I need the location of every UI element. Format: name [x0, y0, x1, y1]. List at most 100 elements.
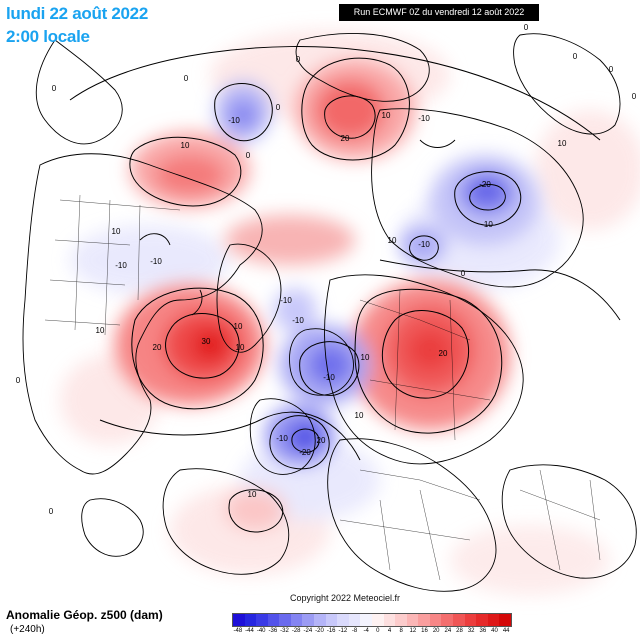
contour-label: 10	[96, 326, 105, 335]
contour-label: 0	[246, 151, 251, 160]
legend-tick-label: 28	[456, 628, 463, 634]
contour-label: 10	[382, 111, 391, 120]
contour-label: 10	[355, 411, 364, 420]
contour-label: 10	[181, 141, 190, 150]
legend-tick-labels: -48 -44 -40 -36 -32 -28 -24 -20 -16 -12 -8 -4 0 4 8 12 1…	[232, 627, 512, 637]
legend-tick-label: -24	[303, 628, 313, 634]
legend-swatch	[429, 614, 442, 626]
legend-tick-label: -12	[338, 628, 348, 634]
legend-swatch	[348, 614, 361, 626]
anomaly-shading	[115, 60, 540, 530]
product-title: Anomalie Géop. z500 (dam)	[6, 608, 163, 622]
contour-label: 10	[248, 490, 257, 499]
contour-label: -10	[323, 373, 335, 382]
contour-label: 20	[317, 436, 326, 445]
legend-tick-label: -8	[351, 628, 358, 634]
color-scale-legend: -48 -44 -40 -36 -32 -28 -24 -20 -16 -12 -8 -4 0 4 8 12 1…	[232, 613, 512, 637]
legend-tick-label: 16	[421, 628, 428, 634]
legend-swatch	[383, 614, 396, 626]
contour-label: 0	[184, 74, 189, 83]
legend-swatch	[267, 614, 280, 626]
legend-swatch	[290, 614, 303, 626]
contour-label: 20	[341, 134, 350, 143]
contour-label: 10	[558, 139, 567, 148]
legend-swatch	[360, 614, 372, 626]
anomaly-contours	[69, 46, 621, 533]
borders	[44, 194, 601, 581]
legend-tick-label: -16	[326, 628, 336, 634]
copyright-notice: Copyright 2022 Meteociel.fr	[290, 593, 401, 603]
legend-tick-label: -28	[291, 628, 301, 634]
legend-tick-label: -20	[315, 628, 324, 634]
contour-label: 10	[361, 353, 370, 362]
contour-label: -10	[418, 240, 430, 249]
coastlines	[22, 32, 637, 592]
legend-swatch	[244, 614, 257, 626]
legend-tick-label: -36	[268, 628, 278, 634]
legend-swatch	[337, 614, 349, 626]
legend-tick-label: -4	[363, 628, 369, 634]
contour-label: -10	[115, 261, 127, 270]
legend-swatch	[256, 614, 268, 626]
contour-label: -10	[150, 257, 162, 266]
contour-label: 0	[52, 84, 57, 93]
legend-swatch	[395, 614, 407, 626]
legend-swatch	[441, 614, 453, 626]
contour-label: -20	[299, 448, 311, 457]
legend-tick-label: 12	[409, 628, 417, 634]
legend-swatch	[371, 614, 384, 626]
legend-swatch	[233, 614, 245, 626]
contour-label: 10	[112, 227, 121, 236]
contour-label: 10	[234, 322, 243, 331]
contour-labels: 0 0 0 0 0 0 0 0 0 0 0 0 10 10 -10 20 -10…	[16, 23, 637, 516]
legend-swatch	[325, 614, 338, 626]
legend-tick-label: 8	[399, 628, 403, 634]
contour-label: -10	[481, 220, 493, 229]
legend-swatch	[406, 614, 419, 626]
contour-label: -10	[228, 116, 240, 125]
legend-tick-label: -44	[245, 628, 254, 634]
contour-label: 20	[439, 349, 448, 358]
legend-tick-label: 20	[432, 628, 440, 634]
contour-label: 0	[296, 55, 301, 64]
legend-swatch	[464, 614, 477, 626]
legend-swatch	[279, 614, 291, 626]
lead-time: (+240h)	[10, 624, 45, 635]
legend-swatch	[418, 614, 430, 626]
legend-tick-label: 0	[376, 628, 380, 634]
contour-label: 0	[276, 103, 281, 112]
legend-tick-label: -48	[233, 628, 243, 634]
contour-label: 0	[524, 23, 529, 32]
contour-label: 0	[609, 65, 614, 74]
legend-tick-label: 32	[467, 628, 475, 634]
legend-tick-label: 40	[491, 628, 498, 634]
model-run-info: Run ECMWF 0Z du vendredi 12 août 2022	[339, 4, 539, 21]
legend-swatch	[314, 614, 326, 626]
legend-tick-label: 24	[444, 628, 452, 634]
legend-swatch	[487, 614, 500, 626]
forecast-date: lundi 22 août 2022	[6, 4, 148, 23]
contour-label: 0	[573, 52, 578, 61]
contour-label: 0	[49, 507, 54, 516]
legend-swatch	[452, 614, 465, 626]
legend-swatch	[499, 614, 511, 626]
legend-tick-label: 4	[387, 628, 392, 634]
contour-label: 10	[236, 343, 245, 352]
contour-label: 0	[461, 269, 466, 278]
legend-tick-label: -32	[280, 628, 289, 634]
legend-color-bar	[232, 613, 512, 627]
contour-label: -10	[280, 296, 292, 305]
contour-label: 30	[202, 337, 211, 346]
contour-label: 10	[388, 236, 397, 245]
contour-label: -10	[292, 316, 304, 325]
legend-tick-label: 36	[479, 628, 487, 634]
contour-label: -10	[418, 114, 430, 123]
legend-swatch	[476, 614, 488, 626]
contour-label: -20	[479, 180, 491, 189]
contour-label: 0	[16, 376, 21, 385]
contour-label: -10	[276, 434, 288, 443]
contour-label: 0	[632, 92, 637, 101]
legend-tick-label: 44	[502, 628, 510, 634]
